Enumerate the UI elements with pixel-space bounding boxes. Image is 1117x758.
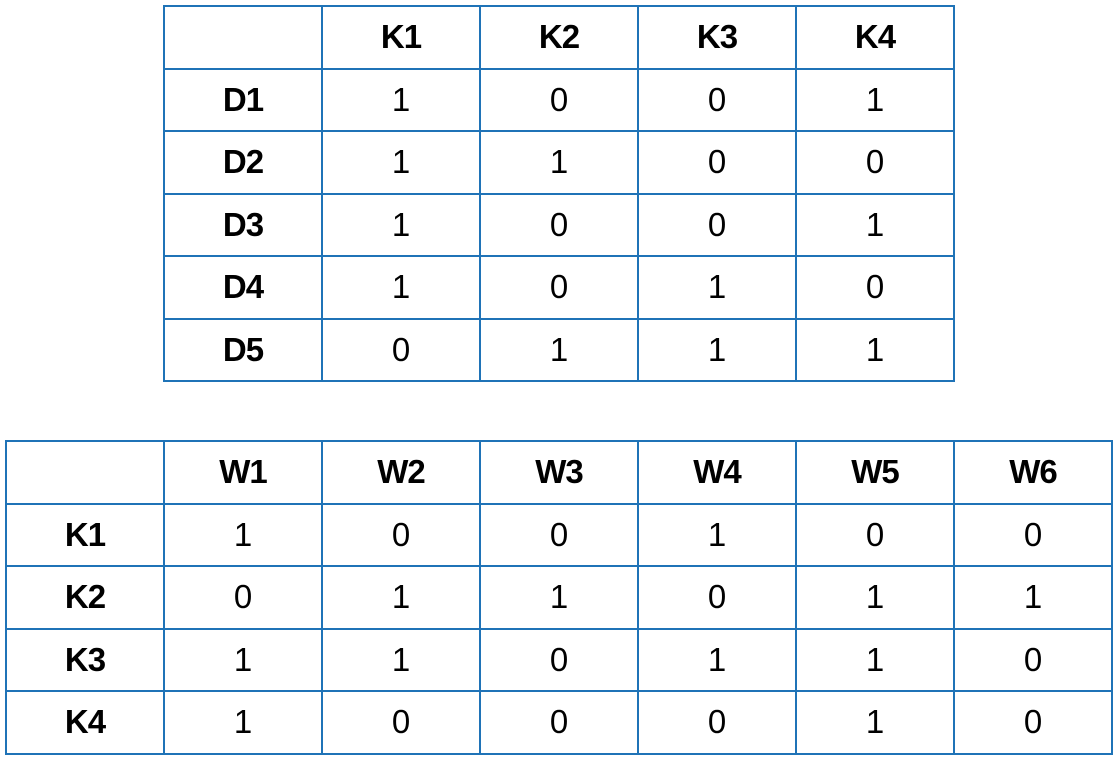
table-cell: 0	[163, 565, 323, 630]
table-cell: 0	[479, 255, 639, 320]
table-cell: 1	[321, 130, 481, 195]
table-cell: 1	[637, 255, 797, 320]
row-header: K1	[5, 502, 165, 567]
header-row: K1 K2 K3 K4	[163, 5, 955, 70]
table-cell: 0	[953, 502, 1113, 567]
table-row: K1 1 0 0 1 0 0	[5, 502, 1113, 567]
table-row: K3 1 1 0 1 1 0	[5, 627, 1113, 692]
table-cell: 1	[479, 317, 639, 382]
row-header: D2	[163, 130, 323, 195]
corner-cell	[5, 440, 165, 505]
table-cell: 1	[321, 67, 481, 132]
table-cell: 0	[479, 192, 639, 257]
table-cell: 0	[953, 627, 1113, 692]
table-cell: 1	[795, 192, 955, 257]
table-row: D3 1 0 0 1	[163, 192, 955, 257]
table-cell: 0	[795, 255, 955, 320]
column-header-k3: K3	[637, 5, 797, 70]
corner-cell	[163, 5, 323, 70]
row-header: D1	[163, 67, 323, 132]
row-header: D5	[163, 317, 323, 382]
table-cell: 0	[637, 690, 797, 755]
column-header-w1: W1	[163, 440, 323, 505]
document-keyword-table: K1 K2 K3 K4 D1 1 0 0 1 D2 1 1 0 0 D3 1 0…	[163, 5, 955, 382]
table-cell: 1	[321, 565, 481, 630]
column-header-w6: W6	[953, 440, 1113, 505]
table-cell: 1	[637, 502, 797, 567]
column-header-w3: W3	[479, 440, 639, 505]
row-header: K4	[5, 690, 165, 755]
table-cell: 1	[321, 192, 481, 257]
table-cell: 0	[479, 627, 639, 692]
row-header: K3	[5, 627, 165, 692]
column-header-w4: W4	[637, 440, 797, 505]
table-cell: 1	[479, 130, 639, 195]
table-cell: 1	[163, 690, 323, 755]
column-header-k1: K1	[321, 5, 481, 70]
table-cell: 1	[163, 627, 323, 692]
table-cell: 0	[321, 502, 481, 567]
table-cell: 0	[953, 690, 1113, 755]
table-cell: 0	[637, 130, 797, 195]
row-header: K2	[5, 565, 165, 630]
table-cell: 0	[479, 502, 639, 567]
row-header: D4	[163, 255, 323, 320]
table-row: K2 0 1 1 0 1 1	[5, 565, 1113, 630]
column-header-k2: K2	[479, 5, 639, 70]
table-row: D2 1 1 0 0	[163, 130, 955, 195]
table-row: D5 0 1 1 1	[163, 317, 955, 382]
table-cell: 0	[479, 690, 639, 755]
table-cell: 0	[637, 192, 797, 257]
table-cell: 1	[479, 565, 639, 630]
table-cell: 0	[321, 317, 481, 382]
table-row: D4 1 0 1 0	[163, 255, 955, 320]
table-cell: 1	[163, 502, 323, 567]
table-cell: 0	[795, 502, 955, 567]
table-cell: 1	[795, 690, 955, 755]
table-cell: 0	[795, 130, 955, 195]
table-cell: 1	[321, 255, 481, 320]
table-cell: 0	[479, 67, 639, 132]
table-cell: 0	[637, 67, 797, 132]
column-header-w2: W2	[321, 440, 481, 505]
table-row: K4 1 0 0 0 1 0	[5, 690, 1113, 755]
table-cell: 0	[321, 690, 481, 755]
table-cell: 1	[321, 627, 481, 692]
table-cell: 1	[795, 627, 955, 692]
table-cell: 1	[795, 565, 955, 630]
column-header-k4: K4	[795, 5, 955, 70]
table-cell: 1	[953, 565, 1113, 630]
table-cell: 1	[795, 317, 955, 382]
table-row: D1 1 0 0 1	[163, 67, 955, 132]
row-header: D3	[163, 192, 323, 257]
table-cell: 1	[637, 317, 797, 382]
table-cell: 1	[795, 67, 955, 132]
header-row: W1 W2 W3 W4 W5 W6	[5, 440, 1113, 505]
table-cell: 0	[637, 565, 797, 630]
keyword-word-table: W1 W2 W3 W4 W5 W6 K1 1 0 0 1 0 0 K2 0 1 …	[5, 440, 1113, 755]
table-cell: 1	[637, 627, 797, 692]
column-header-w5: W5	[795, 440, 955, 505]
